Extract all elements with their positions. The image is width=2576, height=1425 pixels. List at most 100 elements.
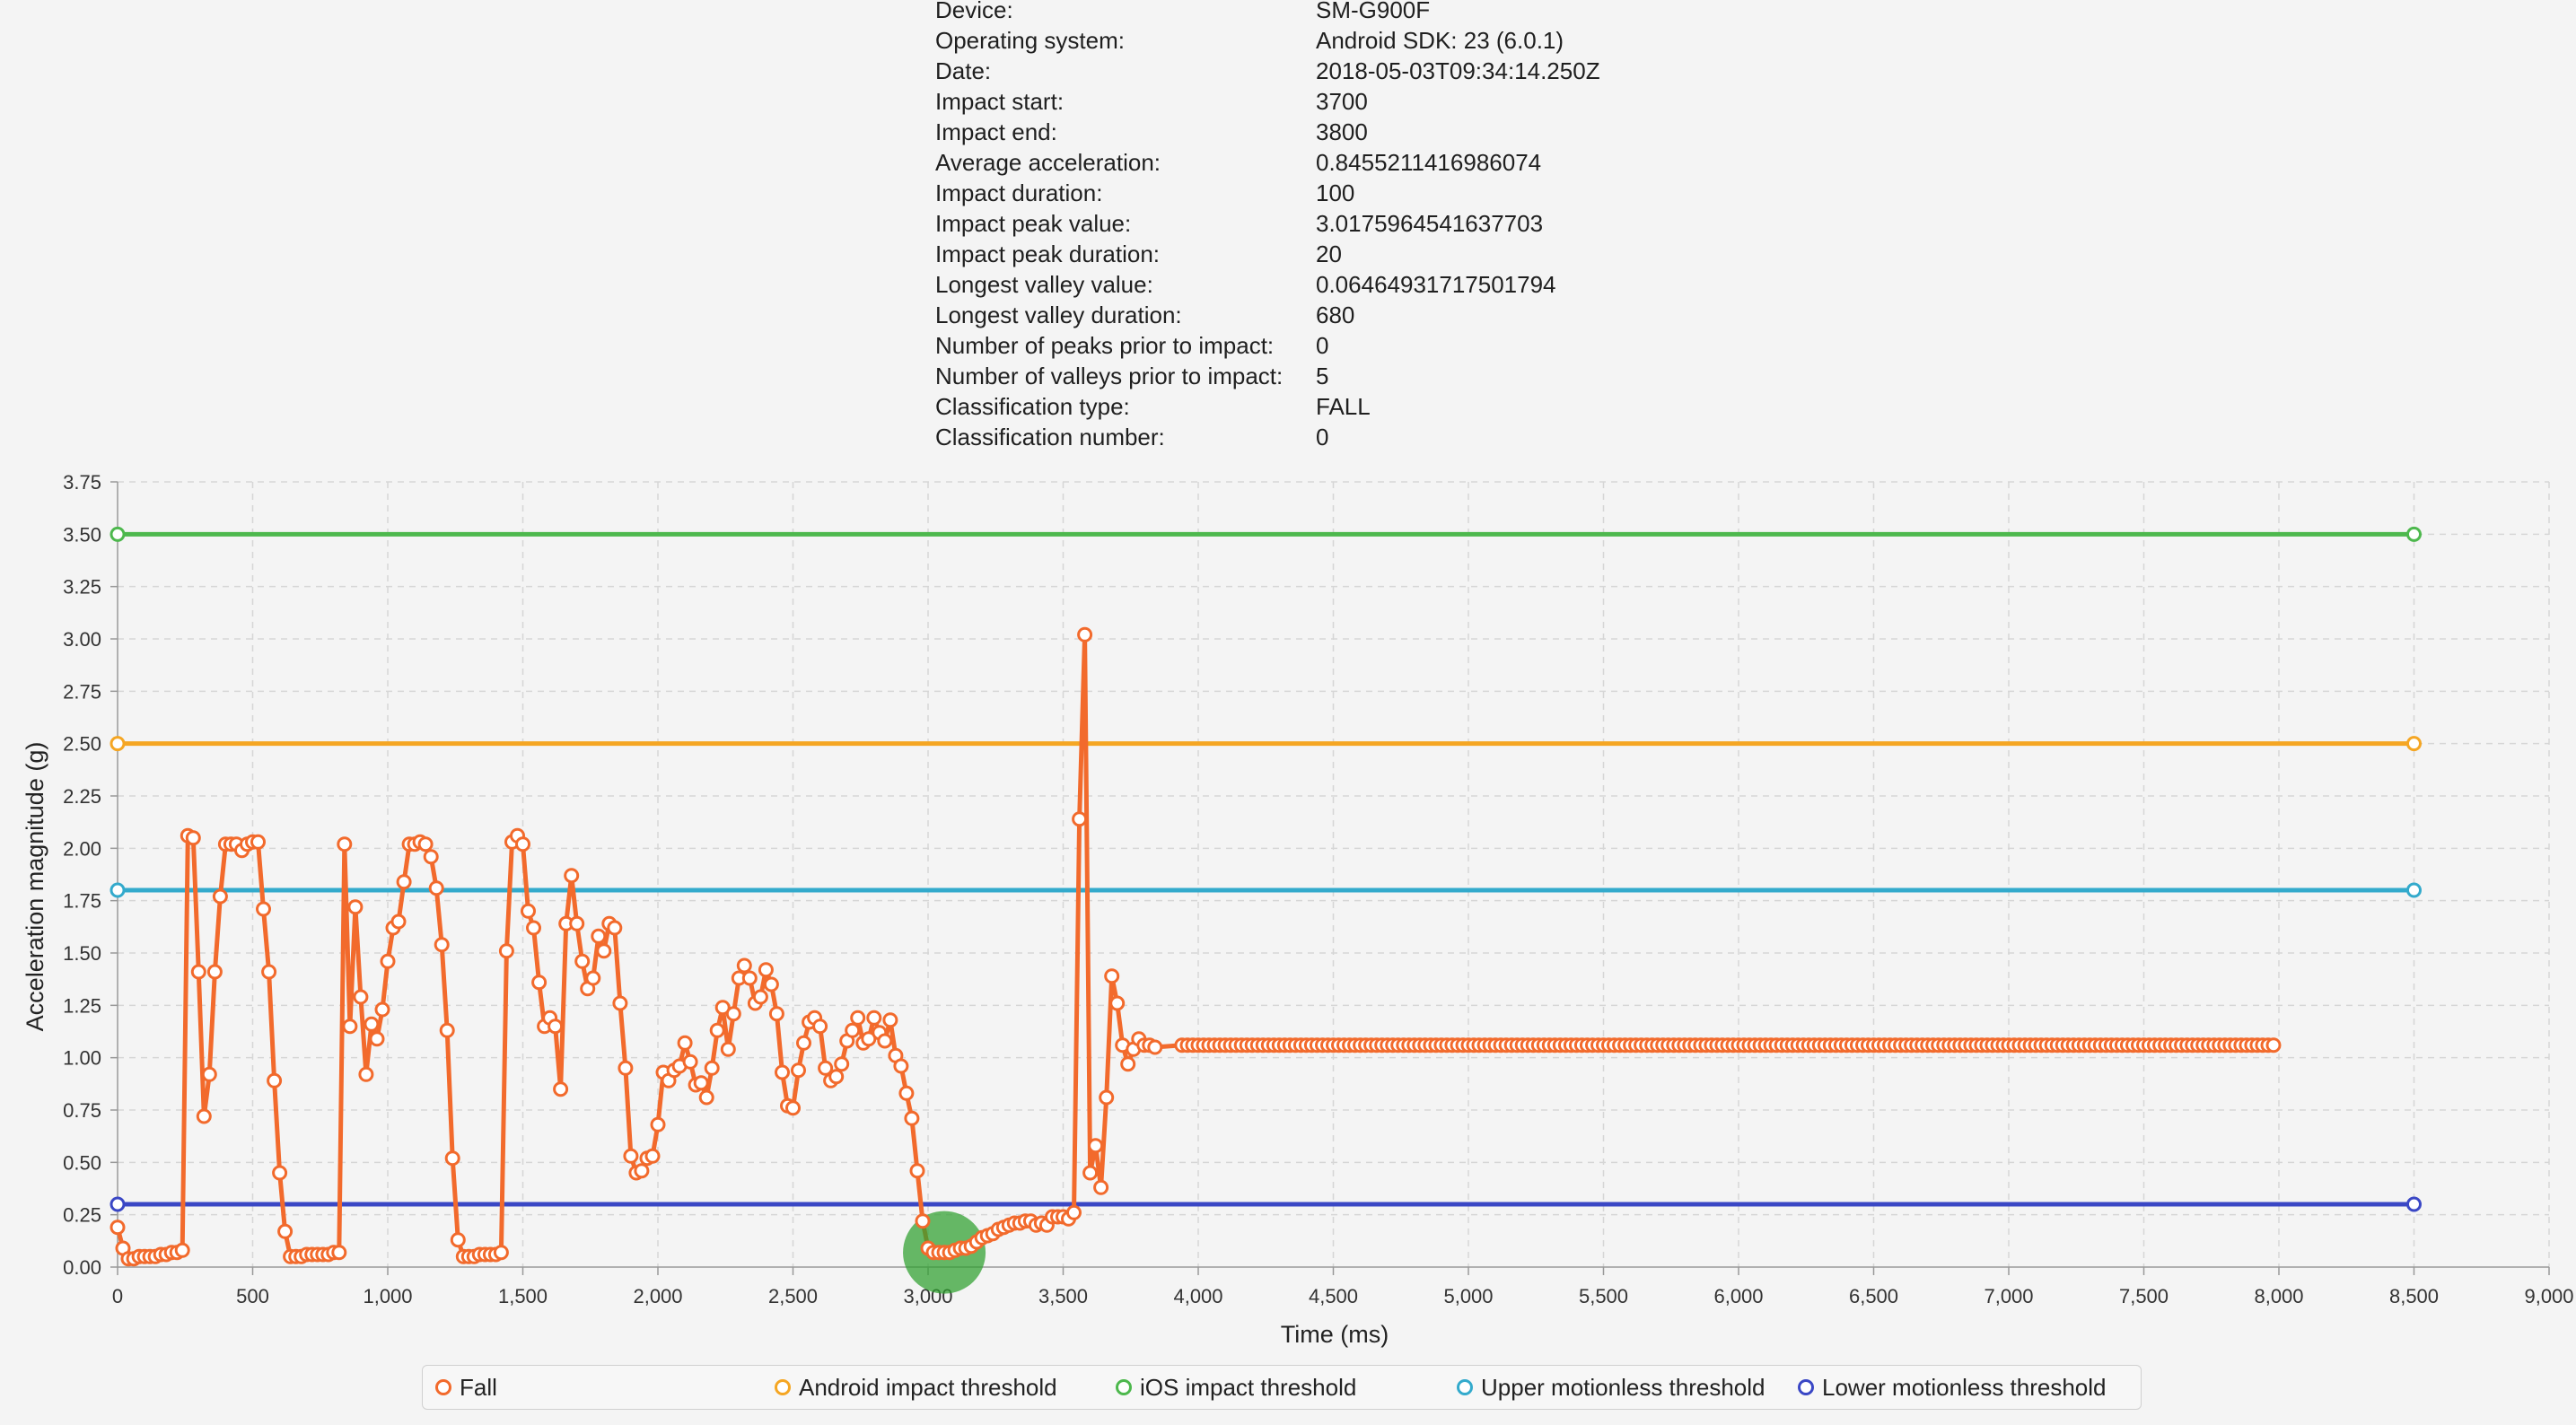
- fall-point[interactable]: [390, 914, 407, 930]
- fall-point[interactable]: [775, 1064, 790, 1080]
- fall-point[interactable]: [1104, 968, 1120, 984]
- fall-point[interactable]: [569, 915, 585, 931]
- fall-point[interactable]: [267, 1072, 283, 1088]
- fall-point[interactable]: [337, 836, 353, 852]
- fall-point[interactable]: [353, 989, 369, 1005]
- upper-motionless-threshold-point[interactable]: [2406, 882, 2422, 898]
- fall-point[interactable]: [861, 1031, 877, 1047]
- fall-point[interactable]: [212, 888, 228, 905]
- legend-item-upper-motionless-threshold[interactable]: Upper motionless threshold: [1457, 1366, 1766, 1409]
- fall-point[interactable]: [693, 1075, 709, 1091]
- fall-point[interactable]: [725, 1006, 741, 1022]
- fall-point[interactable]: [564, 868, 580, 884]
- fall-point[interactable]: [882, 1012, 898, 1028]
- fall-point[interactable]: [369, 1031, 385, 1047]
- fall-point[interactable]: [866, 1010, 882, 1026]
- fall-point[interactable]: [752, 989, 768, 1005]
- fall-point[interactable]: [834, 1056, 850, 1072]
- fall-point[interactable]: [515, 836, 530, 852]
- fall-point[interactable]: [434, 937, 450, 953]
- lower-motionless-threshold-point[interactable]: [110, 1196, 126, 1212]
- fall-point[interactable]: [277, 1223, 294, 1239]
- fall-point[interactable]: [201, 1066, 217, 1082]
- legend-item-lower-motionless-threshold[interactable]: Lower motionless threshold: [1798, 1366, 2107, 1409]
- fall-point[interactable]: [1099, 1089, 1115, 1106]
- lower-motionless-threshold-point[interactable]: [2406, 1196, 2422, 1212]
- android-impact-threshold-point[interactable]: [110, 736, 126, 752]
- legend-item-android-impact-threshold[interactable]: Android impact threshold: [775, 1366, 1057, 1409]
- fall-point[interactable]: [185, 830, 201, 846]
- fall-point[interactable]: [763, 976, 779, 992]
- fall-point[interactable]: [758, 962, 774, 978]
- fall-point[interactable]: [1088, 1138, 1104, 1154]
- fall-point[interactable]: [196, 1108, 212, 1124]
- fall-point[interactable]: [272, 1165, 288, 1181]
- fall-point[interactable]: [791, 1062, 806, 1079]
- fall-point[interactable]: [396, 874, 412, 890]
- android-impact-threshold-point[interactable]: [2406, 736, 2422, 752]
- fall-point[interactable]: [623, 1148, 639, 1164]
- fall-point[interactable]: [364, 1016, 380, 1032]
- fall-point[interactable]: [812, 1018, 828, 1035]
- fall-point[interactable]: [498, 943, 514, 959]
- fall-point[interactable]: [677, 1035, 693, 1051]
- fall-point[interactable]: [428, 880, 444, 896]
- fall-point[interactable]: [493, 1245, 509, 1261]
- fall-point[interactable]: [709, 1022, 725, 1038]
- fall-point[interactable]: [1082, 1165, 1099, 1181]
- ios-impact-threshold-point[interactable]: [2406, 526, 2422, 542]
- fall-point[interactable]: [828, 1069, 845, 1085]
- fall-point[interactable]: [785, 1100, 801, 1116]
- fall-point[interactable]: [1109, 995, 1126, 1011]
- fall-point[interactable]: [261, 964, 277, 980]
- fall-point[interactable]: [596, 943, 612, 959]
- fall-point[interactable]: [574, 953, 591, 969]
- fall-point[interactable]: [548, 1018, 564, 1035]
- fall-point[interactable]: [1066, 1204, 1082, 1220]
- fall-point[interactable]: [585, 970, 601, 986]
- fall-point[interactable]: [898, 1085, 915, 1101]
- fall-point[interactable]: [607, 920, 623, 936]
- fall-point[interactable]: [904, 1110, 920, 1126]
- fall-point[interactable]: [845, 1022, 861, 1038]
- fall-point[interactable]: [714, 1000, 731, 1016]
- fall-point[interactable]: [612, 995, 628, 1011]
- fall-point[interactable]: [634, 1163, 650, 1179]
- fall-point[interactable]: [439, 1022, 455, 1038]
- fall-point[interactable]: [526, 920, 541, 936]
- fall-point[interactable]: [741, 970, 758, 986]
- fall-point[interactable]: [206, 964, 223, 980]
- fall-point[interactable]: [256, 901, 271, 917]
- fall-point[interactable]: [1072, 811, 1088, 827]
- fall-point[interactable]: [720, 1041, 736, 1057]
- fall-point[interactable]: [450, 1232, 466, 1248]
- fall-point[interactable]: [698, 1089, 714, 1106]
- fall-point[interactable]: [850, 1010, 866, 1026]
- fall-point[interactable]: [444, 1150, 460, 1167]
- fall-point[interactable]: [2265, 1037, 2282, 1053]
- fall-point[interactable]: [704, 1060, 720, 1076]
- fall-point[interactable]: [618, 1060, 634, 1076]
- fall-point[interactable]: [423, 849, 439, 865]
- fall-point[interactable]: [1077, 626, 1093, 643]
- fall-point[interactable]: [521, 903, 536, 919]
- fall-point[interactable]: [909, 1163, 925, 1179]
- fall-point[interactable]: [110, 1220, 126, 1236]
- fall-point[interactable]: [768, 1006, 784, 1022]
- ios-impact-threshold-point[interactable]: [110, 526, 126, 542]
- fall-point[interactable]: [591, 928, 607, 944]
- fall-point[interactable]: [553, 1081, 569, 1097]
- fall-point[interactable]: [250, 834, 266, 850]
- fall-point[interactable]: [644, 1148, 661, 1164]
- fall-point[interactable]: [417, 836, 434, 852]
- fall-point[interactable]: [893, 1058, 909, 1074]
- fall-point[interactable]: [331, 1245, 347, 1261]
- fall-point[interactable]: [1147, 1039, 1163, 1055]
- fall-point[interactable]: [877, 1033, 893, 1049]
- fall-point[interactable]: [380, 953, 396, 969]
- fall-point[interactable]: [682, 1053, 698, 1070]
- fall-point[interactable]: [374, 1001, 390, 1018]
- fall-point[interactable]: [736, 957, 752, 974]
- fall-point[interactable]: [796, 1035, 811, 1051]
- fall-point[interactable]: [342, 1018, 358, 1035]
